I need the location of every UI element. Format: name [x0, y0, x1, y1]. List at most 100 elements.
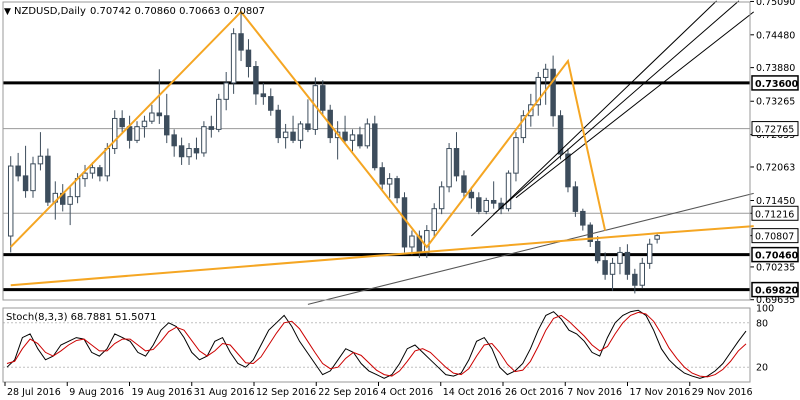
bullish-candle	[7, 165, 14, 237]
bearish-candle	[461, 175, 467, 193]
bearish-candle	[453, 148, 460, 177]
bearish-candle	[164, 115, 170, 136]
price-tick-label: 0.73880	[756, 63, 795, 74]
price-tick-label: 0.70235	[756, 262, 795, 273]
bullish-candle	[505, 172, 512, 210]
bearish-candle	[572, 186, 579, 212]
date-tick-label: 31 Aug 2016	[194, 387, 255, 398]
bearish-candle	[580, 210, 586, 226]
bearish-candle	[305, 123, 311, 130]
date-tick-label: 14 Oct 2016	[443, 387, 502, 398]
bullish-candle	[535, 76, 541, 106]
bullish-candle	[149, 112, 155, 122]
support-trend-line	[10, 225, 754, 287]
stochastic-main-line	[6, 309, 747, 379]
bullish-candle	[483, 199, 489, 212]
stochastic-tick-label: 100	[756, 304, 774, 315]
price-tick-label: 0.75090	[756, 0, 795, 8]
bearish-candle	[342, 131, 348, 141]
bearish-candle	[632, 273, 638, 286]
bearish-candle	[602, 260, 608, 275]
bullish-candle	[513, 137, 519, 174]
date-tick-label: 29 Nov 2016	[692, 387, 753, 398]
bearish-candle	[45, 155, 51, 203]
bearish-candle	[357, 134, 363, 147]
price-level-label: 0.70807	[755, 232, 794, 243]
bullish-candle	[297, 123, 304, 141]
channel-line	[515, 11, 755, 199]
bearish-candle	[476, 197, 482, 212]
price-level-box	[751, 121, 799, 137]
bearish-candle	[253, 66, 259, 95]
bearish-candle	[208, 126, 215, 130]
bullish-candle	[364, 123, 371, 147]
bearish-candle	[22, 175, 29, 192]
bullish-candle	[216, 98, 222, 130]
channel-line	[471, 0, 717, 237]
bullish-candle	[386, 178, 393, 185]
bullish-candle	[186, 148, 192, 158]
stochastic-signal-line	[6, 311, 747, 378]
ohlc-values: 0.70742 0.70860 0.70663 0.70807	[90, 6, 265, 17]
bearish-candle	[557, 115, 564, 155]
price-tick-label: 0.74480	[756, 30, 795, 41]
bearish-candle	[372, 123, 378, 169]
price-level-box	[751, 75, 799, 91]
date-tick-label: 26 Oct 2016	[505, 387, 564, 398]
stochastic-panel: 100 80 20	[3, 304, 774, 379]
date-tick-label: 22 Sep 2016	[318, 387, 378, 398]
bearish-candle	[193, 148, 200, 154]
price-level-label: 0.69820	[755, 286, 799, 297]
bullish-candle	[104, 148, 111, 177]
price-tick-label: 0.72063	[756, 162, 795, 173]
price-level-box	[751, 281, 799, 298]
bullish-candle	[424, 230, 430, 253]
date-tick-label: 17 Nov 2016	[630, 387, 691, 398]
channel-line	[493, 0, 740, 215]
bearish-candle	[468, 191, 475, 199]
bearish-candle	[275, 109, 281, 139]
price-tick-label: 0.73265	[756, 97, 795, 108]
bullish-candle	[89, 167, 96, 174]
bearish-candle	[379, 167, 385, 185]
bearish-candle	[490, 199, 497, 204]
bullish-candle	[639, 262, 645, 286]
bullish-candle	[520, 115, 527, 139]
bearish-candle	[126, 126, 133, 141]
bearish-candle	[290, 131, 296, 141]
bearish-candle	[260, 93, 267, 98]
bullish-candle	[134, 126, 140, 141]
price-level-label: 0.71216	[755, 209, 794, 220]
bearish-candle	[268, 96, 274, 111]
stochastic-label: Stoch(8,3,3) 68.7881 51.5071	[6, 312, 157, 323]
bullish-candle	[67, 196, 73, 205]
zigzag-pattern-line	[10, 10, 607, 249]
dropdown-triangle-icon[interactable]: ▼	[4, 7, 11, 17]
date-tick-label: 7 Nov 2016	[567, 387, 622, 398]
bullish-candle	[446, 148, 452, 188]
bearish-candle	[245, 49, 252, 68]
price-tick-label: 0.71450	[756, 196, 795, 207]
bullish-candle	[282, 131, 289, 139]
bullish-candle	[609, 262, 616, 275]
date-tick-label: 19 Aug 2016	[132, 387, 193, 398]
bullish-candle	[223, 82, 229, 100]
date-tick-label: 28 Jul 2016	[7, 387, 61, 398]
bearish-candle	[15, 165, 21, 177]
bearish-candle	[401, 197, 408, 248]
chart-header: ▼ NZDUSD,Daily 0.70742 0.70860 0.70663 0…	[4, 6, 265, 17]
price-tick-label: 0.69635	[756, 295, 795, 306]
bullish-candle	[349, 134, 356, 141]
price-panel: 0.750900.744800.738800.732650.726550.720…	[3, 0, 799, 306]
price-level-label: 0.73600	[755, 79, 799, 90]
bullish-candle	[409, 235, 415, 248]
bullish-candle	[30, 163, 36, 192]
symbol-label: NZDUSD,Daily	[14, 6, 86, 17]
bullish-candle	[82, 172, 88, 180]
bullish-candle	[646, 243, 653, 264]
price-level-box	[751, 228, 799, 244]
bearish-candle	[320, 85, 326, 111]
bullish-candle	[37, 155, 44, 165]
price-level-label: 0.70460	[755, 251, 799, 262]
